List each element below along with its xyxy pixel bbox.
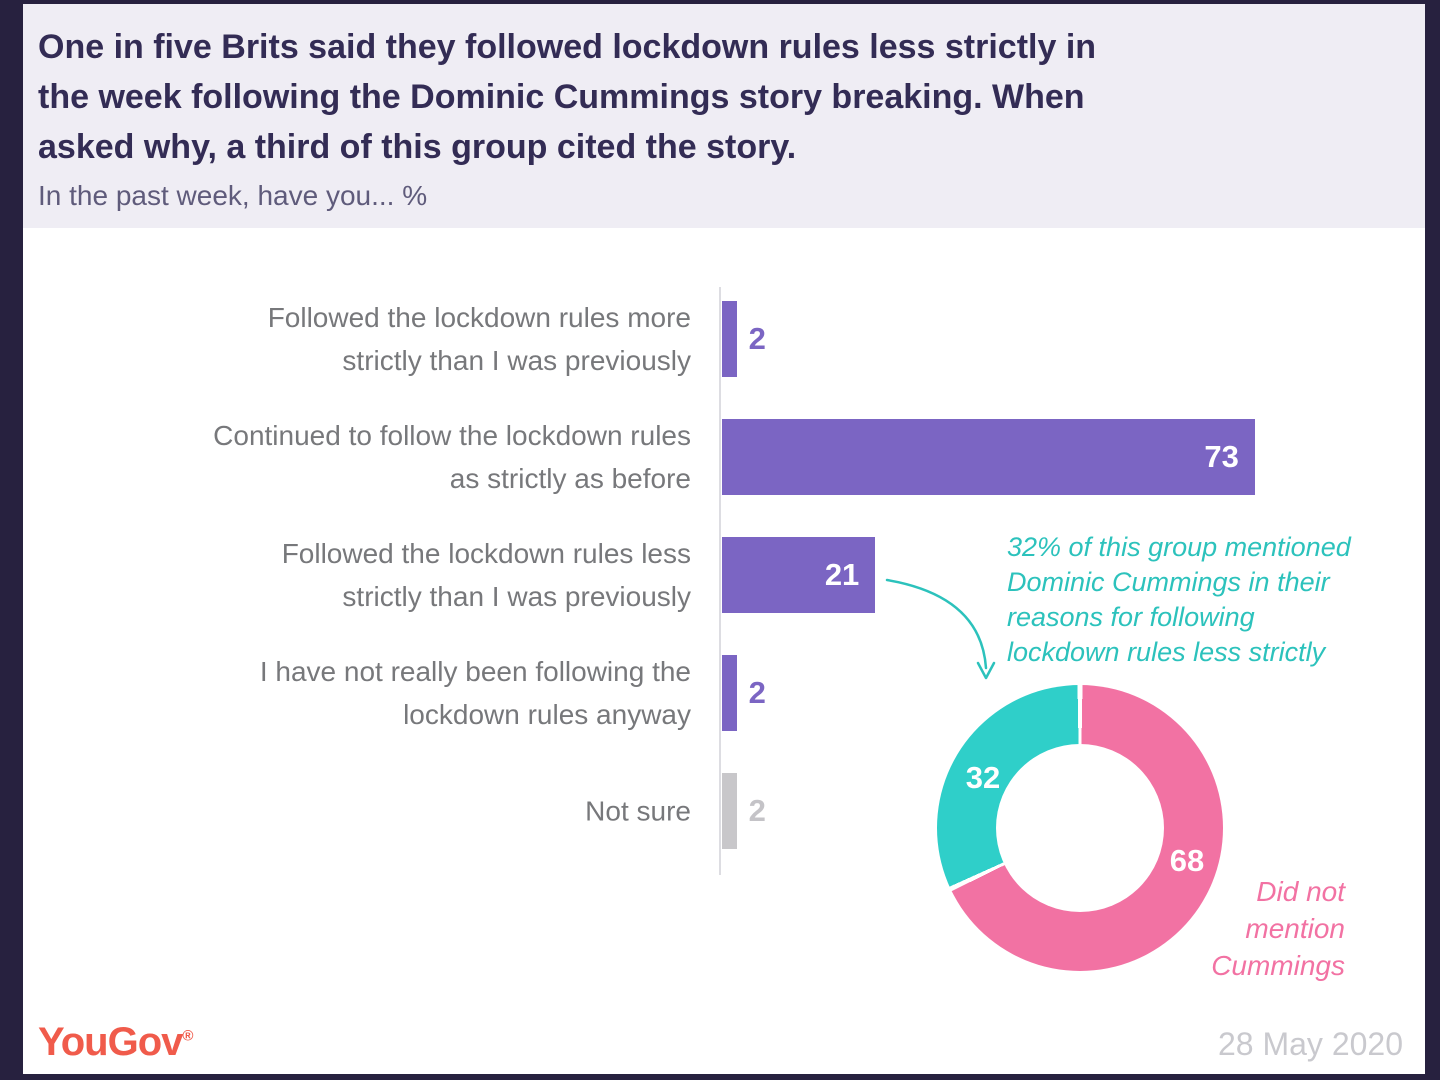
- annotation-line: 32% of this group mentioned: [1007, 532, 1351, 562]
- donut-segment-label-line: Cummings: [1211, 950, 1345, 981]
- bar-value-label: 2: [748, 793, 766, 828]
- bar: [722, 537, 876, 613]
- yougov-logo: YouGov®: [38, 1020, 193, 1065]
- annotation-line: reasons for following: [1007, 602, 1255, 632]
- content-area: One in five Brits said they followed loc…: [23, 4, 1425, 1074]
- bar-row: Followed the lockdown rules more strictl…: [23, 301, 1425, 377]
- bar-chart-axis-line: [719, 287, 721, 875]
- donut-value-label: 68: [1169, 843, 1205, 878]
- bar-category-label: Followed the lockdown rules more strictl…: [267, 302, 691, 376]
- bar-track: 2: [722, 655, 1425, 731]
- chart-title-line: the week following the Dominic Cummings …: [38, 78, 1085, 116]
- bar-row: Continued to follow the lockdown rules a…: [23, 419, 1425, 495]
- bar-track: 2: [722, 301, 1425, 377]
- annotation-line: Dominic Cummings in their: [1007, 567, 1330, 597]
- donut-segment-label-line: Did not: [1256, 876, 1345, 907]
- donut-segment-label: Did not mention Cummings: [1211, 873, 1345, 984]
- bar-category-label: Followed the lockdown rules less strictl…: [281, 538, 691, 612]
- bar-track: 2: [722, 773, 1425, 849]
- registered-trademark-icon: ®: [182, 1027, 193, 1045]
- bar-value-label: 2: [748, 321, 766, 356]
- donut-value-label: 32: [965, 760, 1001, 795]
- bar-category-label: I have not really been following the loc…: [259, 656, 691, 730]
- annotation-text: 32% of this group mentioned Dominic Cumm…: [1007, 530, 1351, 670]
- bar: [722, 655, 737, 731]
- date-label: 28 May 2020: [1217, 1026, 1403, 1062]
- bar-value-label: 73: [1204, 439, 1239, 474]
- bar-track: 73: [722, 419, 1425, 495]
- chart-subtitle: In the past week, have you... %: [38, 180, 428, 211]
- donut-segment-label-line: mention: [1245, 913, 1345, 944]
- header-banner: One in five Brits said they followed loc…: [23, 4, 1425, 228]
- chart-title-line: One in five Brits said they followed loc…: [38, 28, 1097, 66]
- annotation-line: lockdown rules less strictly: [1007, 637, 1326, 667]
- bar-category-label: Not sure: [585, 795, 691, 827]
- yougov-logo-text: YouGov: [38, 1020, 183, 1064]
- chart-title-line: asked why, a third of this group cited t…: [38, 128, 797, 166]
- bar: [722, 419, 1255, 495]
- bar-value-label: 21: [824, 557, 860, 592]
- bar: [722, 301, 737, 377]
- bar-row: Not sure 2: [23, 773, 1425, 849]
- donut-chart: 32 68: [937, 685, 1223, 971]
- bar-row: I have not really been following the loc…: [23, 655, 1425, 731]
- bar: [722, 773, 737, 849]
- bar-category-label: Continued to follow the lockdown rules a…: [213, 420, 691, 494]
- bar-track: 21: [722, 537, 1425, 613]
- bar-value-label: 2: [748, 675, 766, 710]
- donut-hole: [996, 744, 1164, 912]
- chart-title: One in five Brits said they followed loc…: [38, 22, 1096, 172]
- bar-row: Followed the lockdown rules less strictl…: [23, 537, 1425, 613]
